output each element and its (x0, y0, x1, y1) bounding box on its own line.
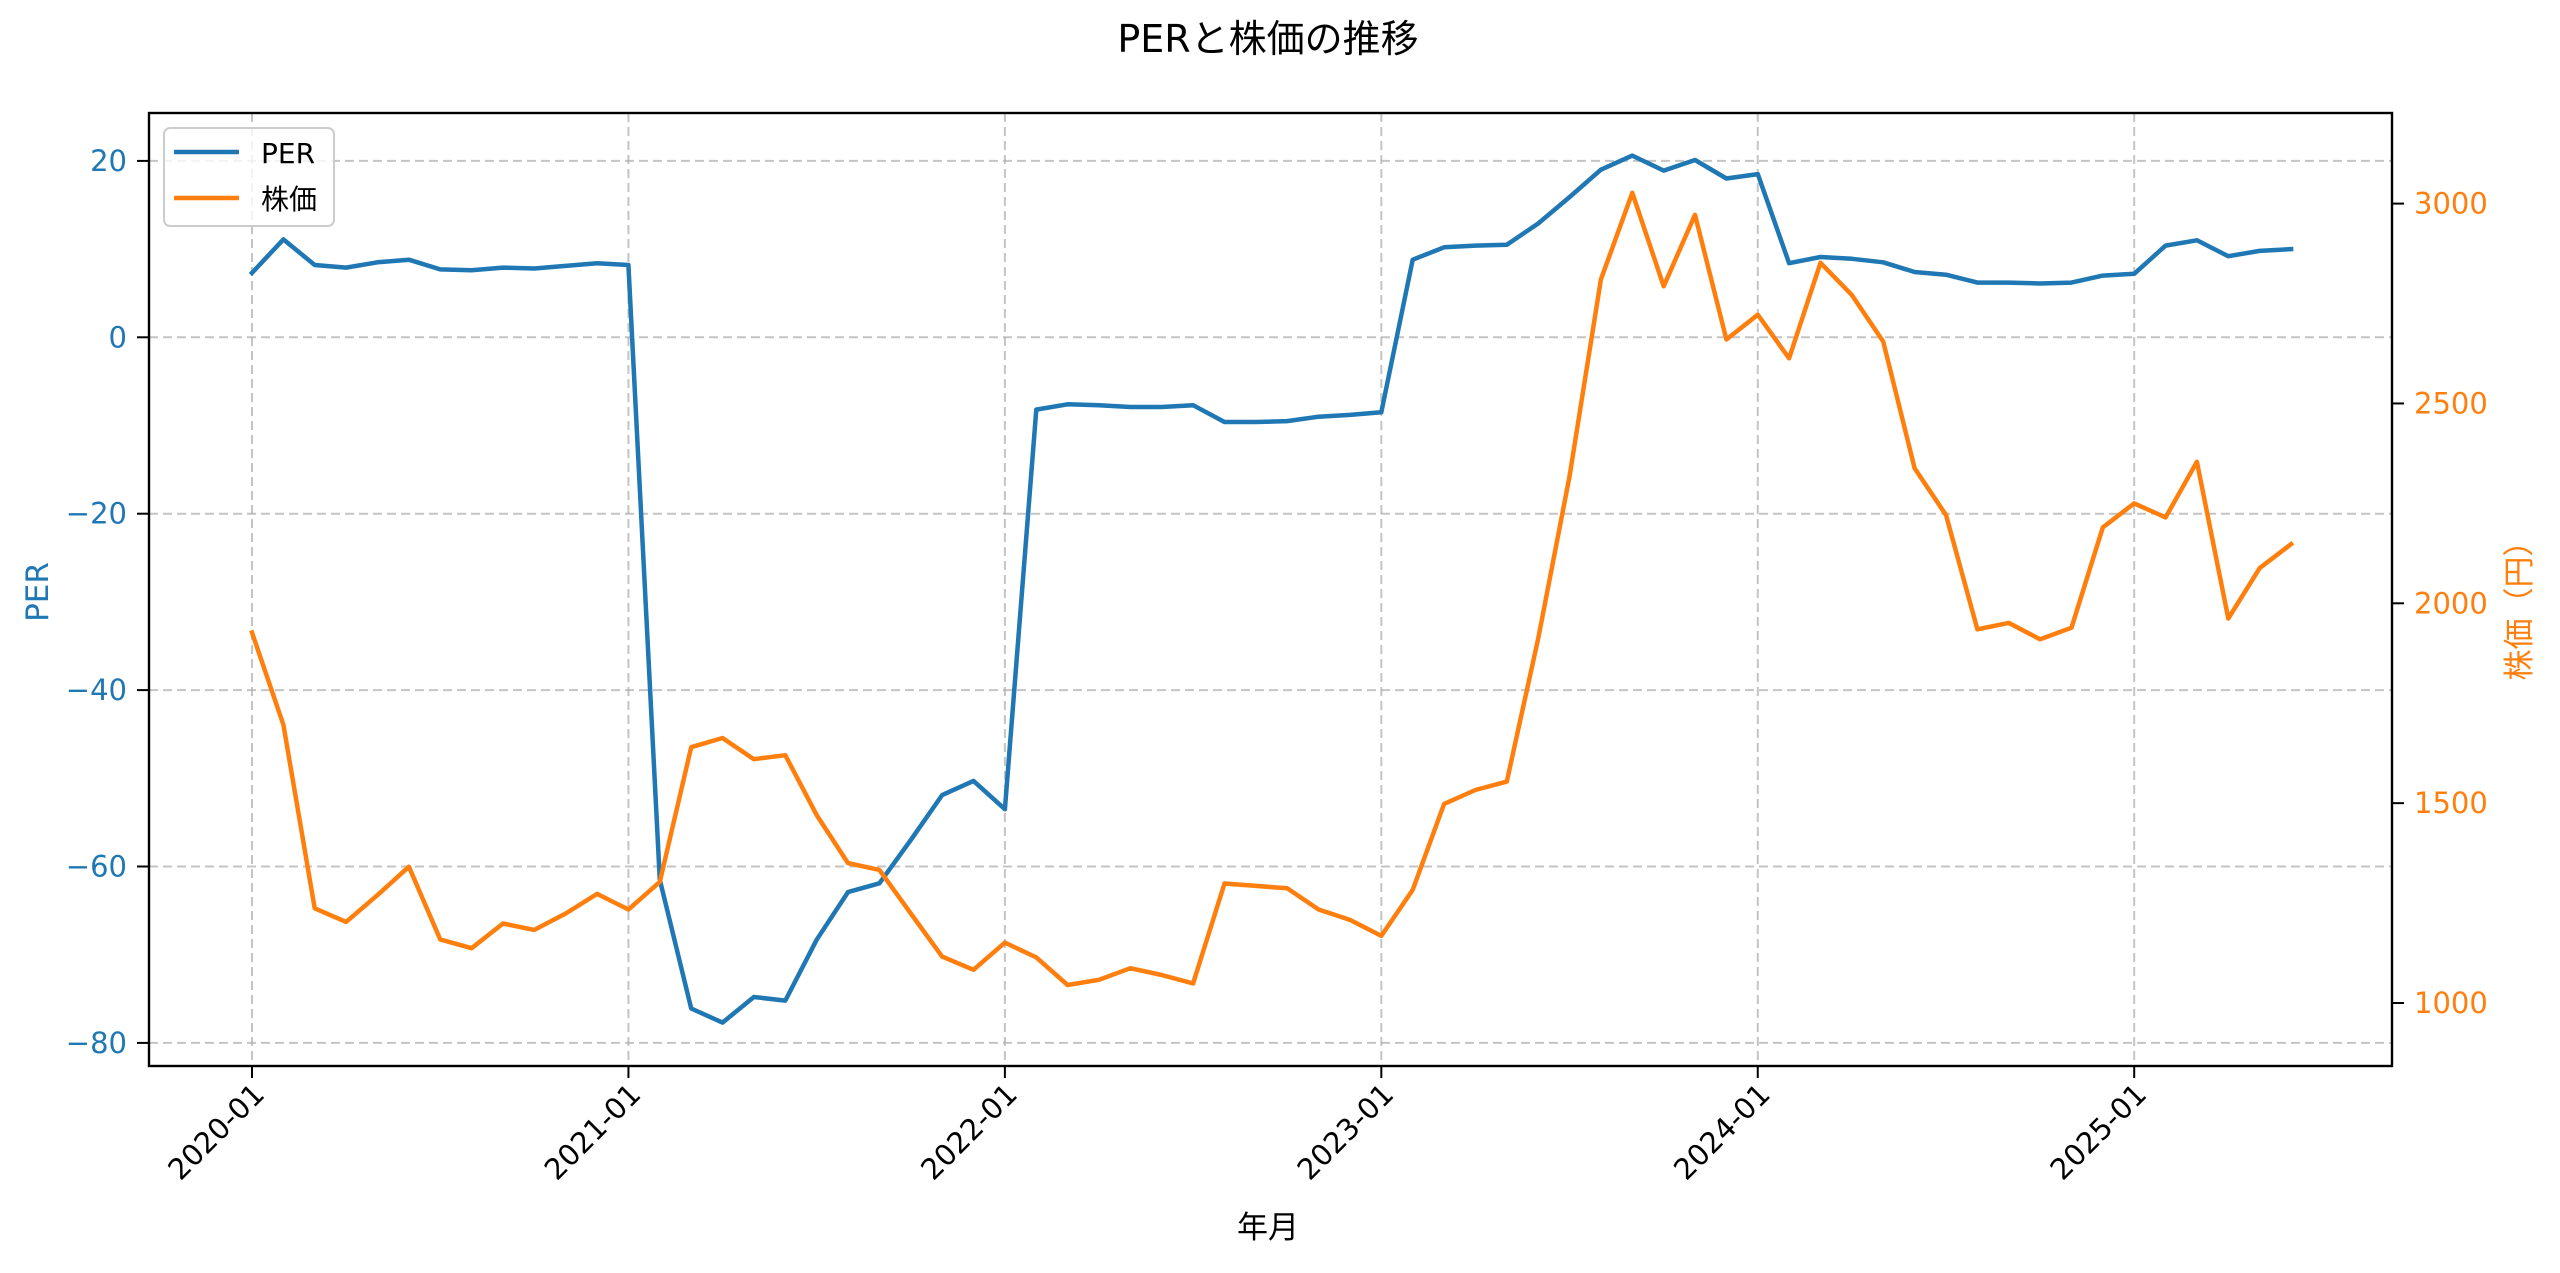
y-right-tick-label: 1500 (2414, 786, 2488, 820)
grid-lines (149, 113, 2392, 1066)
y-left-tick-label: −80 (66, 1026, 127, 1060)
y-axis-left: 20 0 −20 −40 −60 −80 (66, 144, 149, 1060)
y-axis-left-label: PER (20, 562, 56, 622)
x-tick-label: 2024-01 (1667, 1077, 1777, 1187)
plot-frame (147, 111, 2394, 1068)
x-tick-label: 2025-01 (2043, 1077, 2153, 1187)
x-tick-label: 2023-01 (1291, 1077, 1401, 1187)
y-axis-right-label: 株価（円） (2502, 526, 2538, 681)
y-right-tick-label: 3000 (2414, 187, 2488, 221)
data-series (248, 153, 2295, 1025)
y-axis-right: 3000 2500 2000 1500 1000 (2392, 187, 2488, 1020)
x-tick-label: 2020-01 (161, 1077, 271, 1187)
price-line (249, 190, 2295, 988)
x-axis: 2020-01 2021-01 2022-01 2023-01 2024-01 2025-… (161, 1066, 2153, 1187)
y-left-tick-label: −20 (66, 497, 127, 531)
x-axis-label: 年月 (1237, 1210, 1299, 1246)
y-right-tick-label: 2000 (2414, 586, 2488, 620)
chart-title: PERと株価の推移 (1117, 17, 1418, 61)
y-left-tick-label: 0 (109, 320, 127, 354)
legend-price-label: 株価 (261, 183, 317, 216)
y-right-tick-label: 1000 (2414, 986, 2488, 1020)
per-line (248, 153, 2294, 1025)
y-left-tick-label: 20 (90, 144, 127, 178)
x-tick-label: 2022-01 (914, 1077, 1024, 1187)
y-left-tick-label: −60 (66, 850, 127, 884)
y-right-tick-label: 2500 (2414, 386, 2488, 420)
legend: PER 株価 (163, 127, 335, 227)
legend-per-label: PER (261, 137, 315, 170)
y-left-tick-label: −40 (66, 673, 127, 707)
x-tick-label: 2021-01 (538, 1077, 648, 1187)
